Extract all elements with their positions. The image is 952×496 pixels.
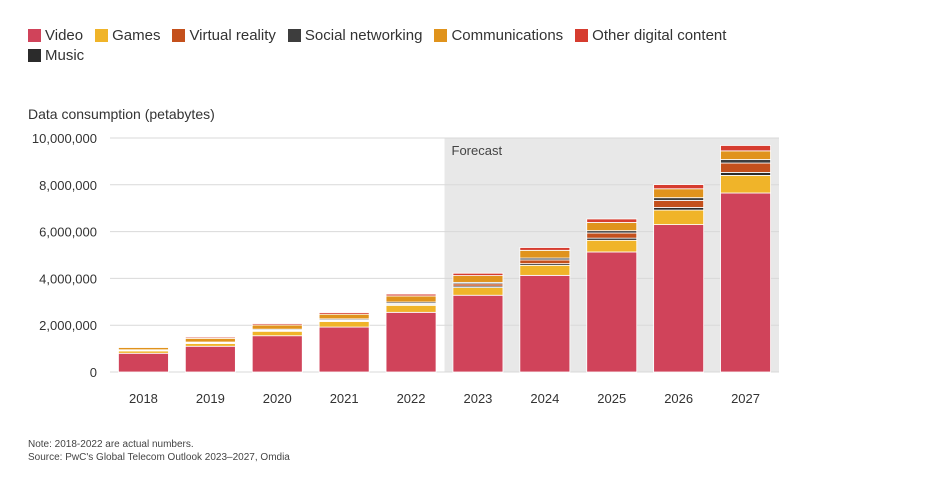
x-tick-label: 2020 bbox=[263, 391, 292, 406]
bar-segment-video bbox=[118, 352, 169, 373]
bar-segment-virtual-reality bbox=[519, 259, 571, 265]
bar-segment-social-networking bbox=[720, 159, 771, 164]
bar-segment-video bbox=[586, 251, 638, 373]
legend-swatch bbox=[95, 28, 109, 42]
bar-segment-communications bbox=[586, 222, 638, 232]
bar-segment-other-digital-content bbox=[184, 336, 236, 339]
legend-item-virtual-reality: Virtual reality bbox=[172, 26, 276, 44]
bar-segment-other-digital-content bbox=[519, 247, 571, 251]
bar-segment-other-digital-content bbox=[452, 272, 504, 276]
bar-segment-virtual-reality bbox=[586, 232, 638, 239]
legend-item-other-digital-content: Other digital content bbox=[575, 26, 726, 44]
legend-label: Social networking bbox=[304, 26, 423, 44]
x-tick-label: 2018 bbox=[129, 391, 158, 406]
bar-segment-games bbox=[452, 287, 504, 296]
legend-swatch bbox=[575, 28, 589, 42]
bar-segment-games bbox=[586, 239, 638, 253]
y-tick-label: 4,000,000 bbox=[39, 271, 97, 286]
bar-segment-other-digital-content bbox=[385, 293, 437, 297]
bar-segment-games bbox=[653, 209, 705, 225]
source-text: Source: PwC's Global Telecom Outlook 202… bbox=[28, 452, 290, 463]
y-axis-label: Data consumption (petabytes) bbox=[28, 106, 215, 122]
chart-legend: Video Games Virtual reality Social networki… bbox=[28, 26, 788, 64]
bar-segment-communications bbox=[720, 150, 771, 160]
bar-segment-virtual-reality bbox=[653, 200, 705, 208]
bar-segment-video bbox=[318, 326, 370, 373]
bar-segment-communications bbox=[318, 313, 370, 320]
legend-swatch bbox=[434, 28, 448, 42]
legend-swatch bbox=[172, 28, 186, 42]
bar-segment-video bbox=[519, 274, 571, 373]
legend-label: Communications bbox=[451, 26, 564, 44]
bar-segment-video bbox=[452, 294, 504, 373]
bar-segment-communications bbox=[653, 188, 705, 199]
legend-item-video: Video bbox=[28, 26, 83, 44]
bar-segment-games bbox=[318, 321, 370, 328]
bar-segment-other-digital-content bbox=[720, 145, 771, 152]
x-tick-label: 2022 bbox=[397, 391, 426, 406]
bar-segment-virtual-reality bbox=[720, 162, 771, 173]
note-text: Note: 2018-2022 are actual numbers. bbox=[28, 439, 194, 450]
x-tick-label: 2019 bbox=[196, 391, 225, 406]
y-tick-label: 6,000,000 bbox=[39, 225, 97, 240]
bar-segment-other-digital-content bbox=[251, 323, 303, 326]
x-tick-label: 2023 bbox=[463, 391, 492, 406]
legend-swatch bbox=[28, 28, 41, 42]
x-tick-label: 2024 bbox=[530, 391, 559, 406]
bar-segment-music bbox=[720, 171, 771, 176]
y-tick-label: 0 bbox=[90, 365, 97, 380]
legend-item-music: Music bbox=[28, 46, 84, 64]
bar-segment-games bbox=[385, 304, 437, 313]
legend-label: Virtual reality bbox=[189, 26, 276, 44]
legend-swatch bbox=[28, 48, 41, 62]
y-tick-label: 2,000,000 bbox=[39, 318, 97, 333]
bar-segment-video bbox=[385, 311, 437, 373]
bar-segment-communications bbox=[184, 337, 236, 343]
legend-label: Other digital content bbox=[592, 26, 727, 44]
x-tick-label: 2026 bbox=[664, 391, 693, 406]
bar-segment-video bbox=[653, 224, 705, 373]
bar-segment-communications bbox=[251, 324, 303, 330]
legend-item-communications: Communications bbox=[434, 26, 563, 44]
legend-label: Music bbox=[45, 46, 85, 64]
y-tick-label: 8,000,000 bbox=[39, 178, 97, 193]
bar-segment-communications bbox=[385, 295, 437, 303]
bar-segment-other-digital-content bbox=[118, 346, 169, 348]
x-tick-label: 2027 bbox=[731, 391, 760, 406]
bar-segment-communications bbox=[519, 249, 571, 259]
bar-segment-games bbox=[519, 264, 571, 276]
chart-notes: Note: 2018-2022 are actual numbers. Sour… bbox=[28, 438, 290, 464]
y-tick-label: 10,000,000 bbox=[32, 131, 97, 146]
x-tick-label: 2025 bbox=[597, 391, 626, 406]
legend-item-games: Games bbox=[95, 26, 160, 44]
bar-segment-other-digital-content bbox=[586, 218, 638, 223]
legend-item-social-networking: Social networking bbox=[287, 26, 423, 44]
bar-segment-social-networking bbox=[653, 197, 705, 201]
x-tick-label: 2021 bbox=[330, 391, 359, 406]
legend-label: Video bbox=[45, 26, 84, 44]
legend-label: Games bbox=[112, 26, 161, 44]
legend-swatch bbox=[287, 28, 301, 42]
forecast-label: Forecast bbox=[452, 143, 503, 158]
bar-segment-communications bbox=[452, 275, 504, 283]
bar-segment-video bbox=[251, 335, 303, 373]
bar-segment-other-digital-content bbox=[653, 184, 705, 190]
bar-segment-other-digital-content bbox=[318, 312, 370, 315]
bar-segment-video bbox=[720, 192, 771, 373]
bar-segment-video bbox=[184, 345, 236, 373]
bar-segment-games bbox=[251, 330, 303, 337]
bar-segment-games bbox=[720, 175, 771, 194]
bar-segment-games bbox=[184, 343, 236, 347]
